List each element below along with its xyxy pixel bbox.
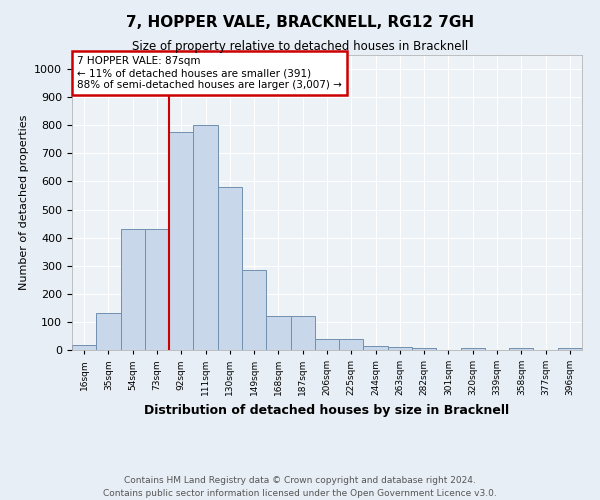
- Bar: [169, 132, 193, 350]
- Bar: [339, 339, 364, 350]
- Text: 7 HOPPER VALE: 87sqm
← 11% of detached houses are smaller (391)
88% of semi-deta: 7 HOPPER VALE: 87sqm ← 11% of detached h…: [77, 56, 342, 90]
- Bar: [558, 348, 582, 350]
- Bar: [121, 229, 145, 350]
- X-axis label: Distribution of detached houses by size in Bracknell: Distribution of detached houses by size …: [145, 404, 509, 416]
- Bar: [509, 348, 533, 350]
- Bar: [193, 125, 218, 350]
- Bar: [315, 339, 339, 350]
- Text: 7, HOPPER VALE, BRACKNELL, RG12 7GH: 7, HOPPER VALE, BRACKNELL, RG12 7GH: [126, 15, 474, 30]
- Text: Size of property relative to detached houses in Bracknell: Size of property relative to detached ho…: [132, 40, 468, 53]
- Bar: [412, 348, 436, 350]
- Text: Contains HM Land Registry data © Crown copyright and database right 2024.
Contai: Contains HM Land Registry data © Crown c…: [103, 476, 497, 498]
- Y-axis label: Number of detached properties: Number of detached properties: [19, 115, 29, 290]
- Bar: [461, 348, 485, 350]
- Bar: [388, 347, 412, 350]
- Bar: [96, 314, 121, 350]
- Bar: [72, 345, 96, 350]
- Bar: [266, 316, 290, 350]
- Bar: [290, 316, 315, 350]
- Bar: [242, 270, 266, 350]
- Bar: [364, 346, 388, 350]
- Bar: [145, 229, 169, 350]
- Bar: [218, 187, 242, 350]
